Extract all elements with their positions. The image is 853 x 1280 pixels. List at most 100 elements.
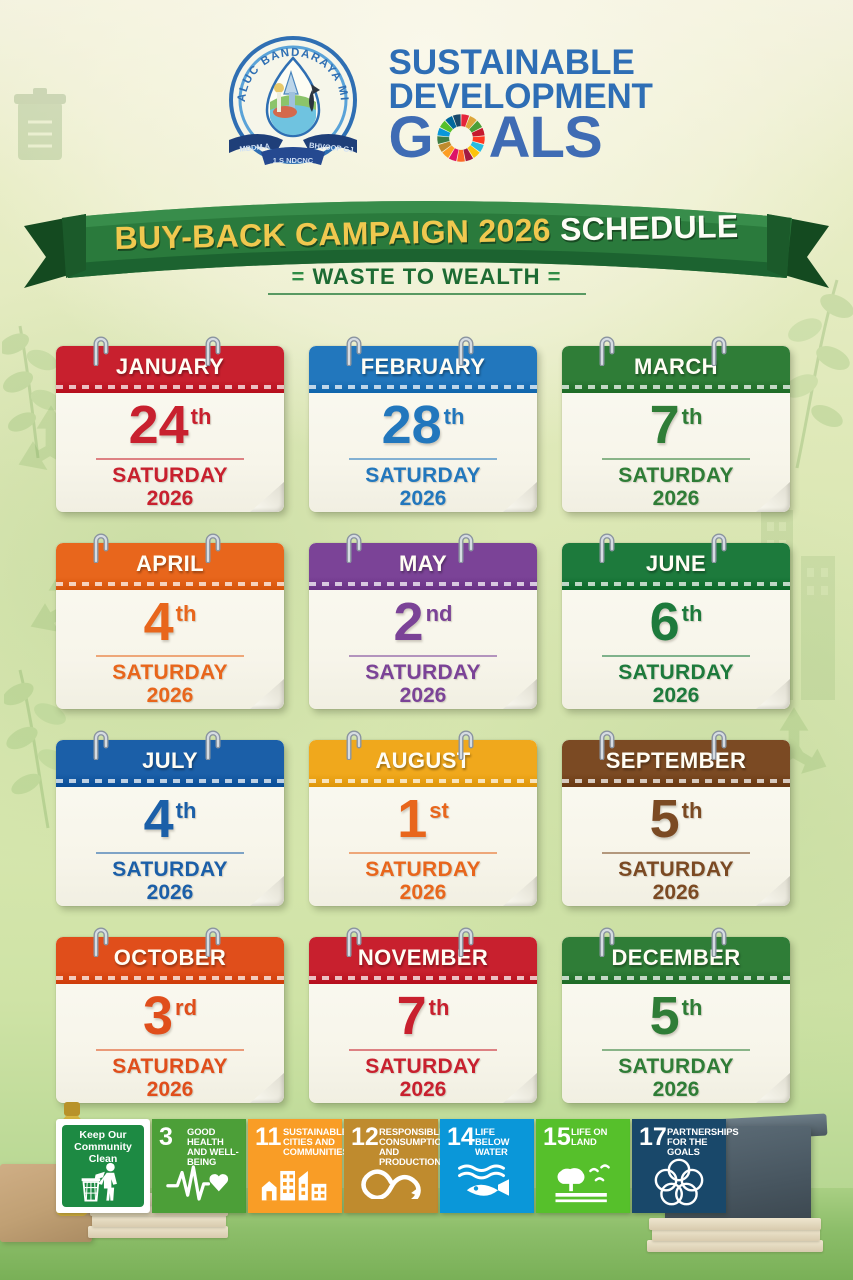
calendar-day-ordinal: nd bbox=[425, 601, 453, 626]
poster-header: PAALUC BANDARAYA MITH MBDM A BHVOOP GJ 1 bbox=[0, 18, 853, 193]
calendar-card[interactable]: DECEMBER 5 th SATURDAY 2026 bbox=[562, 923, 794, 1108]
calendar-day-row: 4 th bbox=[56, 591, 284, 653]
binder-ring-left bbox=[598, 332, 615, 367]
calendar-card[interactable]: FEBRUARY 28 th SATURDAY 2026 bbox=[309, 332, 541, 517]
ribbon-shape bbox=[24, 201, 829, 288]
calendar-day-row: 7 th bbox=[309, 985, 537, 1047]
sdg-goal-label: PARTNERSHIPS FOR THE GOALS bbox=[667, 1126, 739, 1157]
binder-ring-icon bbox=[346, 730, 362, 761]
binder-ring-left bbox=[598, 923, 615, 958]
calendar-card-header: FEBRUARY bbox=[309, 346, 537, 393]
municipal-seal: PAALUC BANDARAYA MITH MBDM A BHVOOP GJ 1 bbox=[210, 19, 371, 184]
binder-ring-icon bbox=[599, 533, 615, 564]
binder-ring-icon bbox=[205, 730, 221, 761]
calendar-card[interactable]: JULY 4 th SATURDAY 2026 bbox=[56, 726, 288, 911]
keep-community-clean-badge[interactable]: Keep Our Community Clean bbox=[56, 1119, 150, 1213]
sdg-goal-badge-17[interactable]: 17 PARTNERSHIPS FOR THE GOALS bbox=[632, 1119, 739, 1213]
calendar-day-number: 28 bbox=[381, 395, 442, 455]
binder-ring-right bbox=[204, 332, 221, 367]
calendar-card-body: NOVEMBER 7 th SATURDAY 2026 bbox=[309, 937, 537, 1103]
calendar-card[interactable]: MAY 2 nd SATURDAY 2026 bbox=[309, 529, 541, 714]
calendar-day-ordinal: th bbox=[681, 995, 703, 1020]
calendar-day-ordinal: th bbox=[443, 404, 465, 429]
goals-letters-als: ALS bbox=[488, 105, 603, 170]
calendar-divider bbox=[602, 458, 750, 460]
keep-clean-text: Keep Our Community Clean bbox=[74, 1129, 132, 1165]
calendar-year-label: 2026 bbox=[399, 487, 447, 510]
tree-birds-icon bbox=[555, 1164, 610, 1203]
calendar-card[interactable]: SEPTEMBER 5 th SATURDAY 2026 bbox=[562, 726, 794, 911]
calendar-month-label: MAY bbox=[398, 551, 448, 576]
fish-icon bbox=[440, 1156, 534, 1208]
binder-ring-icon bbox=[205, 533, 221, 564]
sdg-goal-number: 15 bbox=[543, 1123, 571, 1151]
calendar-card[interactable]: AUGUST 1 st SATURDAY 2026 bbox=[309, 726, 541, 911]
calendar-month-label: AUGUST bbox=[375, 748, 471, 773]
calendar-weekday-label: SATURDAY bbox=[112, 661, 228, 684]
calendar-year-label: 2026 bbox=[399, 881, 447, 904]
calendar-weekday-label: SATURDAY bbox=[112, 858, 228, 881]
sdg-goal-badge-15[interactable]: 15 LIFE ON LAND bbox=[536, 1119, 630, 1213]
calendar-month-label: SEPTEMBER bbox=[605, 748, 747, 773]
binder-ring-icon bbox=[599, 730, 615, 761]
sdg-goal-number: 14 bbox=[447, 1123, 475, 1151]
calendar-year-label: 2026 bbox=[399, 684, 447, 707]
sdg-goal-label: SUSTAINABLE CITIES AND COMMUNITIES bbox=[283, 1126, 349, 1157]
binder-ring-icon bbox=[711, 927, 727, 958]
calendar-card[interactable]: JANUARY 24 th SATURDAY 2026 bbox=[56, 332, 288, 517]
binder-ring-right bbox=[710, 726, 727, 761]
calendar-day-number: 6 bbox=[649, 592, 680, 652]
heartbeat-icon bbox=[166, 1165, 229, 1201]
banner-sub-eq-right: = bbox=[547, 264, 562, 289]
sdg-goal-badge-3[interactable]: 3 GOOD HEALTH AND WELL-BEING bbox=[152, 1119, 246, 1213]
calendar-weekday-label: SATURDAY bbox=[365, 661, 481, 684]
calendar-card-body: APRIL 4 th SATURDAY 2026 bbox=[56, 543, 284, 709]
calendar-year-label: 2026 bbox=[399, 1078, 447, 1101]
binder-ring-left bbox=[345, 332, 362, 367]
binder-ring-left bbox=[598, 529, 615, 564]
calendar-card[interactable]: JUNE 6 th SATURDAY 2026 bbox=[562, 529, 794, 714]
calendar-card-body: JUNE 6 th SATURDAY 2026 bbox=[562, 543, 790, 709]
binder-ring-icon bbox=[205, 927, 221, 958]
binder-ring-icon bbox=[93, 927, 109, 958]
binder-ring-icon bbox=[599, 336, 615, 367]
calendar-month-label: JULY bbox=[142, 748, 198, 773]
calendar-card-body: DECEMBER 5 th SATURDAY 2026 bbox=[562, 937, 790, 1103]
binder-ring-left bbox=[345, 726, 362, 761]
calendar-day-row: 3 rd bbox=[56, 985, 284, 1047]
calendar-card-header: DECEMBER bbox=[562, 937, 790, 984]
tree-birds-icon bbox=[536, 1156, 630, 1208]
binder-ring-right bbox=[457, 726, 474, 761]
calendar-card[interactable]: NOVEMBER 7 th SATURDAY 2026 bbox=[309, 923, 541, 1108]
sdg-goal-label: GOOD HEALTH AND WELL-BEING bbox=[187, 1126, 239, 1167]
sdg-goal-badge-14[interactable]: 14 LIFE BELOW WATER bbox=[440, 1119, 534, 1213]
binder-ring-icon bbox=[93, 533, 109, 564]
binder-ring-right bbox=[457, 529, 474, 564]
sdg-goal-label: RESPONSIBLE CONSUMPTION AND PRODUCTION bbox=[379, 1126, 449, 1167]
seal-ribbon-center: 1 S NDCNC bbox=[272, 156, 313, 165]
calendar-weekday-label: SATURDAY bbox=[112, 1055, 228, 1078]
sdg-goal-badge-11[interactable]: 11 SUSTAINABLE CITIES AND COMMUNITIES bbox=[248, 1119, 349, 1213]
sdg-goal-badge-12[interactable]: 12 RESPONSIBLE CONSUMPTION AND PRODUCTIO… bbox=[344, 1119, 449, 1213]
calendar-card-header: OCTOBER bbox=[56, 937, 284, 984]
calendar-card[interactable]: OCTOBER 3 rd SATURDAY 2026 bbox=[56, 923, 288, 1108]
calendar-day-number: 7 bbox=[649, 395, 680, 455]
calendar-weekday-label: SATURDAY bbox=[365, 1055, 481, 1078]
banner-subtitle: = WASTE TO WEALTH = bbox=[0, 264, 853, 290]
calendar-card[interactable]: APRIL 4 th SATURDAY 2026 bbox=[56, 529, 288, 714]
binder-ring-icon bbox=[93, 730, 109, 761]
calendar-card-header: JUNE bbox=[562, 543, 790, 590]
calendar-divider bbox=[96, 655, 244, 657]
calendar-day-ordinal: rd bbox=[175, 995, 198, 1020]
calendar-card[interactable]: MARCH 7 th SATURDAY 2026 bbox=[562, 332, 794, 517]
recycle-bin-bg-icon bbox=[14, 88, 66, 160]
calendar-month-label: NOVEMBER bbox=[357, 945, 489, 970]
binder-ring-right bbox=[710, 923, 727, 958]
binder-ring-left bbox=[92, 529, 109, 564]
heartbeat-icon bbox=[152, 1156, 246, 1208]
binder-ring-icon bbox=[93, 336, 109, 367]
calendar-day-row: 5 th bbox=[562, 788, 790, 850]
calendar-year-label: 2026 bbox=[146, 1078, 194, 1101]
sdg-color-wheel-icon bbox=[436, 114, 485, 162]
calendar-day-row: 5 th bbox=[562, 985, 790, 1047]
